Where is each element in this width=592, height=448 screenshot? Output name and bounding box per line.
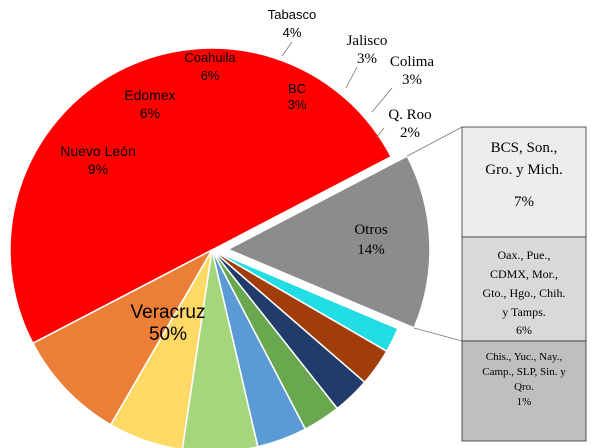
breakdown-label-1: BCS, Son., Gro. y Mich. 7% <box>485 140 563 210</box>
otros-breakdown-bar: BCS, Son., Gro. y Mich. 7% Oax., Pue., CDMX,… <box>406 126 587 442</box>
slice-label-nuevo-leon: Nuevo León 9% <box>60 143 136 177</box>
breakdown-segment-2 <box>461 236 587 342</box>
pie-slice-nuevo-leon <box>31 248 214 426</box>
slice-label-bc: BC 3% <box>288 81 307 112</box>
slice-label-colima: Colima 3% <box>390 54 435 88</box>
breakdown-segment-3 <box>461 340 587 442</box>
connector-line-top <box>406 126 463 157</box>
breakdown-label-2: Oax., Pue., CDMX, Mor., Gto., Hgo., Chih. y… <box>482 248 565 337</box>
pie-slice-veracruz <box>9 47 393 345</box>
leader-line-colima <box>371 87 393 113</box>
pie-slices <box>9 47 431 448</box>
slice-label-edomex: Edomex 6% <box>124 87 175 121</box>
slice-label-veracruz: Veracruz 50% <box>131 302 206 345</box>
slice-label-otros: Otros 14% <box>354 222 387 258</box>
breakdown-label-3: Chis., Yuc., Nay., Camp., SLP, Sin. y Qro.… <box>482 351 566 408</box>
connector-line-bottom <box>413 327 463 342</box>
leader-line-tabasco <box>281 41 293 57</box>
slice-label-tabasco: Tabasco 4% <box>268 7 316 40</box>
pie-labels: Veracruz 50% Otros 14% Q. Roo 2% Colima 3%Jalis… <box>60 7 434 345</box>
label-leader-lines <box>281 41 393 139</box>
leader-line-q-roo <box>375 127 385 139</box>
pie-slice-coahuila <box>181 249 259 448</box>
leader-line-jalisco <box>345 66 358 89</box>
breakdown-segment-1 <box>461 126 587 238</box>
slice-label-q-roo: Q. Roo 2% <box>388 107 431 141</box>
slice-label-jalisco: Jalisco 3% <box>347 33 388 67</box>
pie-slice-otros <box>226 155 431 329</box>
slice-label-coahuila: Coahuila 6% <box>184 50 236 83</box>
